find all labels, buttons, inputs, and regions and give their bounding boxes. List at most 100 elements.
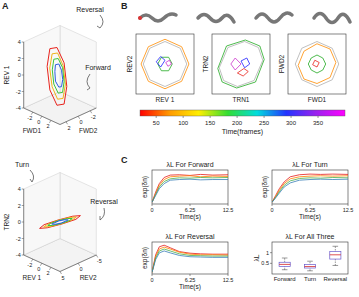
tick-label: -4 [16, 105, 21, 111]
tick-label: 0 [18, 72, 21, 78]
tick [22, 108, 24, 109]
tick [291, 116, 292, 118]
plot: TRN1TRN2 [202, 34, 270, 103]
series-line [272, 176, 348, 203]
tick [22, 42, 24, 43]
series-line [298, 44, 336, 84]
tick-label: 0 [150, 277, 153, 283]
tick [22, 222, 24, 223]
series-line [141, 39, 189, 89]
x-axis [24, 255, 60, 272]
trajectory [52, 220, 68, 225]
series-group [152, 174, 228, 202]
tick-label: -2 [16, 236, 21, 242]
wall [24, 26, 60, 109]
tick [152, 274, 153, 276]
whisker-cap [333, 265, 339, 266]
tick [22, 91, 24, 92]
series-line [152, 245, 228, 272]
tick [228, 274, 229, 276]
plot: FWD1FWD2 [278, 34, 346, 103]
tick-label: 0 [150, 207, 153, 213]
tick-label: 0.5 [261, 260, 269, 266]
tick-label: 0 [37, 266, 40, 272]
tick [190, 274, 191, 276]
series-line [272, 177, 348, 202]
tick-label: 0 [18, 219, 21, 225]
tick [310, 204, 311, 206]
series-line [241, 58, 250, 68]
colorbar: 50100150200250300350Time(frames) [140, 110, 345, 136]
box [279, 262, 290, 266]
tick-label: 100 [178, 120, 189, 126]
tick-label: 0 [270, 207, 273, 213]
tick [22, 75, 24, 76]
tick-label: -2 [27, 262, 32, 268]
tick-label: -4 [16, 252, 21, 258]
tick-label: 350 [313, 120, 324, 126]
median [304, 266, 315, 267]
series-group [47, 48, 67, 106]
series-group [295, 42, 339, 87]
series-line [152, 174, 228, 202]
tick [152, 204, 153, 206]
series-line [152, 249, 228, 272]
series-line [143, 42, 187, 87]
colorbar-scale [140, 110, 345, 116]
series-line [158, 57, 173, 71]
series-line [313, 60, 320, 67]
tick [183, 116, 184, 118]
series-line [156, 57, 165, 68]
worm-icon [140, 14, 176, 21]
box [304, 264, 315, 268]
y-axis [60, 255, 96, 272]
median [279, 264, 290, 265]
panel-label: A [2, 1, 9, 11]
figure: ABC-202-202-4-2024FWD1FWD2REV 1ReversalF… [0, 0, 359, 297]
box-group [279, 246, 341, 271]
worm-icon [314, 14, 350, 23]
tick-label: 2 [18, 56, 21, 62]
series-group [152, 245, 228, 272]
trajectory [55, 64, 63, 87]
tick-label: 1 [266, 250, 269, 256]
axis-label: FWD2 [278, 54, 285, 73]
tick-label: -2 [27, 115, 32, 121]
series-line [218, 40, 264, 88]
tick-label: Forward [274, 276, 296, 282]
plot-frame [272, 170, 348, 204]
tick-label: 2 [46, 270, 49, 276]
tick [156, 116, 157, 118]
series-line [295, 42, 339, 87]
x-axis [24, 108, 60, 125]
plot: 06.2512.5λL For TurnTime(s)exp(δn) [261, 161, 353, 221]
plot-frame [136, 34, 194, 94]
panel-label: B [121, 1, 128, 11]
panel-label: C [121, 155, 128, 165]
plot-frame [152, 170, 228, 204]
axis-label: REV 1 [3, 65, 10, 84]
tick-label: -5 [97, 258, 102, 264]
tick [270, 263, 272, 264]
axis-label: REV 1 [156, 96, 175, 103]
axis-label: Time(s) [179, 283, 201, 291]
tick-label: 0 [80, 119, 83, 125]
tick-label: 12.5 [223, 277, 234, 283]
series-line [152, 177, 228, 202]
background [0, 0, 359, 297]
series-line [237, 69, 248, 77]
tick-label: 2 [68, 125, 71, 131]
annotation: Turn [15, 161, 29, 168]
series-line [152, 247, 228, 272]
trajectory [50, 53, 66, 99]
tick [49, 267, 51, 270]
plot: REV 1REV2 [126, 34, 194, 103]
wall [60, 173, 96, 256]
title: λL For Turn [292, 161, 328, 168]
series-group [272, 174, 348, 202]
tick-label: 0 [37, 119, 40, 125]
tick [22, 205, 24, 206]
axis-label: FWD1 [23, 127, 42, 134]
series-line [231, 58, 241, 70]
tick [228, 204, 229, 206]
